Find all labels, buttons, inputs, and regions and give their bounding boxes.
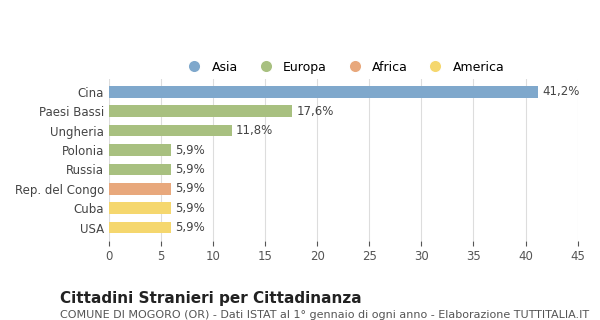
Bar bbox=[109, 164, 170, 175]
Text: 5,9%: 5,9% bbox=[175, 182, 205, 195]
Text: 41,2%: 41,2% bbox=[542, 85, 580, 98]
Bar bbox=[109, 183, 170, 195]
Bar bbox=[109, 144, 170, 156]
Text: 11,8%: 11,8% bbox=[236, 124, 274, 137]
Bar bbox=[109, 86, 538, 98]
Text: 5,9%: 5,9% bbox=[175, 163, 205, 176]
Bar bbox=[109, 105, 292, 117]
Text: COMUNE DI MOGORO (OR) - Dati ISTAT al 1° gennaio di ogni anno - Elaborazione TUT: COMUNE DI MOGORO (OR) - Dati ISTAT al 1°… bbox=[60, 310, 589, 320]
Bar bbox=[109, 202, 170, 214]
Text: 5,9%: 5,9% bbox=[175, 143, 205, 156]
Legend: Asia, Europa, Africa, America: Asia, Europa, Africa, America bbox=[177, 56, 510, 79]
Text: Cittadini Stranieri per Cittadinanza: Cittadini Stranieri per Cittadinanza bbox=[60, 291, 362, 306]
Text: 5,9%: 5,9% bbox=[175, 202, 205, 215]
Bar bbox=[109, 222, 170, 233]
Text: 5,9%: 5,9% bbox=[175, 221, 205, 234]
Text: 17,6%: 17,6% bbox=[296, 105, 334, 118]
Bar bbox=[109, 125, 232, 136]
